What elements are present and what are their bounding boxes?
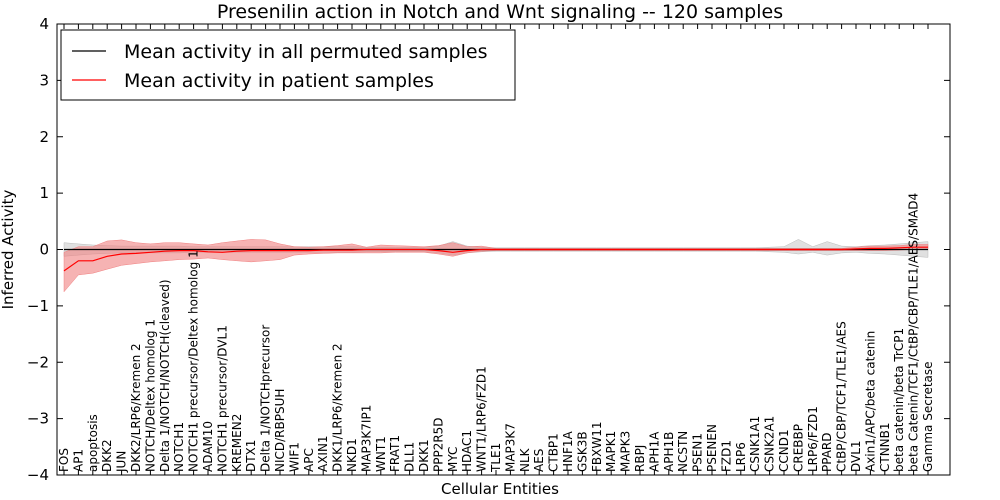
x-tick-label: CSNK1A1 (748, 416, 762, 472)
x-tick-label: AES (532, 449, 546, 472)
line-series-1 (63, 246, 928, 272)
x-tick-label: DVL1 (849, 440, 863, 472)
x-tick-label: MAPK3 (619, 431, 633, 472)
x-tick-label: NOTCH1 precursor/Deltex homolog 1 (187, 250, 201, 472)
y-tick-label: −4 (27, 466, 49, 484)
x-tick-label: FZD1 (719, 440, 733, 472)
x-tick-label: HDAC1 (460, 430, 474, 472)
x-tick-label: beta catenin/beta TrCP1 (892, 328, 906, 472)
x-tick-label: CtBP/CBP/TCF1/TLE1/AES (835, 321, 849, 472)
y-axis-ticks: −4 −3 −2 −1 0 1 2 3 4 (27, 15, 950, 484)
x-tick-label: LRP6 (734, 442, 748, 472)
x-tick-label: DLL1 (403, 442, 417, 472)
x-tick-label: PSENEN (705, 424, 719, 472)
x-tick-label: APC (302, 448, 316, 472)
x-tick-label: HNF1A (561, 430, 575, 472)
x-tick-label: PPARD (820, 433, 834, 473)
x-tick-label: NKD1 (345, 438, 359, 472)
x-tick-label: beta Catenin/TCF1/CtBP/CBP/TLE1/AES/SMAD… (907, 193, 921, 472)
x-tick-label: WNT1 (374, 436, 388, 472)
x-tick-label: Gamma Secretase (921, 361, 935, 472)
x-tick-label: APH1B (662, 432, 676, 472)
x-tick-label: apoptosis (86, 414, 100, 472)
x-tick-label: CSNK2A1 (763, 416, 777, 472)
x-tick-label: DTX1 (244, 440, 258, 472)
x-tick-label: WIF1 (287, 442, 301, 472)
x-tick-label: MAPK1 (604, 431, 618, 472)
x-tick-label: NCSTN (676, 431, 690, 472)
y-tick-label: 3 (39, 71, 49, 89)
legend-entry-permuted: Mean activity in all permuted samples (124, 41, 487, 63)
x-tick-label: DKK1/LRP6/Kremen 2 (331, 343, 345, 472)
x-tick-label: PPP2R5D (431, 417, 445, 472)
x-tick-label: Delta 1/NOTCHprecursor (259, 325, 273, 472)
x-tick-label: MYC (446, 447, 460, 472)
x-tick-label: DKK2/LRP6/Kremen 2 (129, 343, 143, 472)
x-tick-label: CTBP1 (547, 433, 561, 472)
x-tick-label: LRP6/FZD1 (806, 406, 820, 472)
x-tick-label: AP1 (71, 449, 85, 472)
x-tick-label: DKK2 (100, 439, 114, 472)
x-axis-ticks: FOS AP1 apoptosis DKK2 JUN DKK2/LRP6/Kremen 2… (57, 24, 935, 475)
y-tick-label: 4 (39, 15, 49, 33)
x-tick-label: RBPJ (633, 445, 647, 472)
series-lines (63, 246, 928, 272)
x-tick-label: MAP3K7IP1 (359, 405, 373, 472)
x-axis-label: Cellular Entities (441, 480, 559, 498)
x-tick-label: PSEN1 (691, 433, 705, 472)
y-tick-label: 0 (39, 241, 49, 259)
x-tick-label: NICD/RBPSUH (273, 389, 287, 472)
x-tick-label: NOTCH1 (172, 422, 186, 472)
y-tick-label: −1 (27, 297, 49, 315)
x-tick-label: MAP3K7 (503, 423, 517, 472)
x-tick-label: APH1A (647, 431, 661, 472)
x-tick-label: JUN (115, 451, 129, 473)
x-tick-label: DKK1 (417, 439, 431, 472)
legend: Mean activity in all permuted samples Me… (60, 29, 516, 101)
y-tick-label: −3 (27, 410, 49, 428)
legend-box (60, 29, 516, 101)
x-tick-label: CCND1 (777, 429, 791, 472)
x-tick-label: NOTCH/Deltex homolog 1 (143, 319, 157, 472)
y-tick-label: −2 (27, 353, 49, 371)
y-axis-label: Inferred Activity (0, 189, 17, 309)
legend-entry-patient: Mean activity in patient samples (124, 70, 434, 92)
x-tick-label: GSK3B (575, 431, 589, 472)
x-tick-label: FBXW11 (590, 422, 604, 473)
y-tick-label: 2 (39, 128, 49, 146)
x-tick-label: WNT1/LRP6/FZD1 (475, 366, 489, 472)
x-tick-label: AXIN1 (316, 435, 330, 472)
x-tick-label: NOTCH1 precursor/DVL1 (215, 325, 229, 472)
x-tick-label: ADAM10 (201, 421, 215, 472)
x-tick-label: KREMEN2 (230, 414, 244, 472)
x-tick-label: NLK (518, 447, 532, 472)
x-tick-label: CTNNB1 (878, 422, 892, 472)
x-tick-label: FOS (57, 448, 71, 472)
y-tick-label: 1 (39, 184, 49, 202)
x-tick-label: Delta 1/NOTCH/NOTCH(cleaved) (158, 279, 172, 472)
x-tick-label: TLE1 (489, 443, 503, 473)
chart-title: Presenilin action in Notch and Wnt signa… (217, 1, 783, 23)
x-tick-label: FRAT1 (388, 435, 402, 472)
x-tick-label: Axin1/APC/beta catenin (863, 331, 877, 472)
x-tick-label: CREBBP (791, 424, 805, 472)
